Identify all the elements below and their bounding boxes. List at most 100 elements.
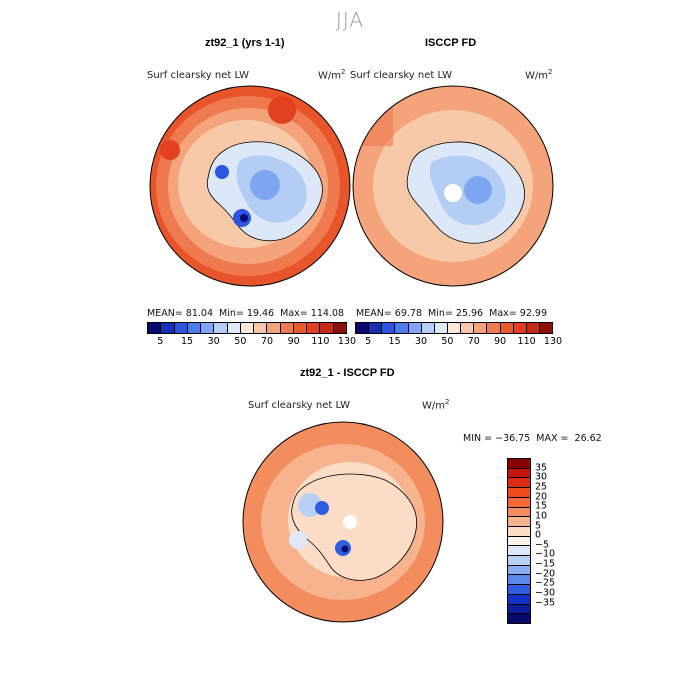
colorbar-swatch xyxy=(382,323,396,333)
colorbar-tick-label: 15 xyxy=(180,336,194,347)
panel1-colorbar xyxy=(147,322,347,334)
colorbar-swatch xyxy=(254,323,268,333)
colorbar-swatch xyxy=(461,323,475,333)
panel3-variable: Surf clearsky net LW xyxy=(248,400,351,411)
colorbar-swatch xyxy=(434,323,448,333)
colorbar-swatch xyxy=(508,594,530,605)
colorbar-swatch xyxy=(369,323,383,333)
colorbar-swatch xyxy=(447,323,462,333)
colorbar-swatch xyxy=(320,323,334,333)
colorbar-swatch xyxy=(307,323,321,333)
colorbar-tick-label: 130 xyxy=(337,336,357,347)
colorbar-tick-label: 70 xyxy=(260,336,274,347)
colorbar-tick-label: 35 xyxy=(535,462,548,474)
colorbar-swatch xyxy=(508,546,530,557)
panel2-stats: MEAN= 69.78 Min= 25.96 Max= 92.99 xyxy=(356,308,547,319)
panel3-units: W/m2 xyxy=(422,398,450,412)
colorbar-swatch xyxy=(333,323,346,333)
map-model xyxy=(150,86,350,286)
colorbar-tick-label: 30 xyxy=(535,471,548,483)
colorbar-swatch xyxy=(508,536,530,547)
colorbar-swatch xyxy=(161,323,175,333)
colorbar-tick-label: 90 xyxy=(494,336,507,347)
colorbar-swatch xyxy=(508,604,530,615)
colorbar-swatch xyxy=(508,526,530,537)
colorbar-tick-label: 70 xyxy=(467,336,480,347)
colorbar-tick-label: −15 xyxy=(535,558,556,570)
panel3-minmax: MIN = −36.75 MAX = 26.62 xyxy=(463,433,602,444)
panel2-colorbar xyxy=(355,322,553,334)
colorbar-swatch xyxy=(280,323,294,333)
colorbar-swatch xyxy=(508,575,530,586)
colorbar-tick-label: 5 xyxy=(157,336,164,347)
colorbar-swatch xyxy=(508,517,530,527)
colorbar-tick-label: 10 xyxy=(535,510,548,522)
colorbar-tick-label: 50 xyxy=(234,336,247,347)
colorbar-tick-label: 30 xyxy=(414,336,428,347)
colorbar-tick-label: 5 xyxy=(365,336,372,347)
colorbar-swatch xyxy=(508,459,530,469)
colorbar-tick-label: 0 xyxy=(535,529,542,541)
colorbar-tick-label: −25 xyxy=(535,577,556,589)
panel2-colorbar-ticks: 5 15 30 50 70 90 110 130 xyxy=(355,336,562,350)
diff-colorbar-ticks: 35 30 25 20 15 10 5 0 −5 −10 −15 −20 −25 −30 −35 xyxy=(535,458,575,624)
colorbar-swatch xyxy=(508,497,530,508)
colorbar-tick-label: −20 xyxy=(535,568,556,580)
panel2-variable: Surf clearsky net LW xyxy=(350,70,453,81)
panel2-units: W/m2 xyxy=(525,68,553,82)
colorbar-swatch xyxy=(214,323,228,333)
colorbar-swatch xyxy=(474,323,488,333)
colorbar-swatch xyxy=(240,323,255,333)
colorbar-tick-label: −30 xyxy=(535,587,556,599)
panel1-title: zt92_1 (yrs 1-1) xyxy=(205,37,285,49)
colorbar-swatch xyxy=(148,323,162,333)
colorbar-tick-label: 110 xyxy=(517,336,536,347)
colorbar-tick-label: 5 xyxy=(535,520,542,532)
colorbar-swatch xyxy=(508,507,530,518)
colorbar-tick-label: 30 xyxy=(207,336,220,347)
colorbar-tick-label: −5 xyxy=(535,539,550,551)
panel1-colorbar-ticks: 5 15 30 50 70 90 110 130 xyxy=(147,336,356,350)
colorbar-tick-label: 20 xyxy=(535,491,548,503)
panel1-units: W/m2 xyxy=(318,68,346,82)
colorbar-swatch xyxy=(395,323,409,333)
colorbar-tick-label: 110 xyxy=(311,336,330,347)
colorbar-swatch xyxy=(408,323,422,333)
colorbar-tick-label: 130 xyxy=(543,336,563,347)
colorbar-swatch xyxy=(487,323,501,333)
diff-colorbar xyxy=(507,458,531,624)
map-diff-border xyxy=(242,421,444,623)
map-diff xyxy=(243,422,443,622)
colorbar-tick-label: 15 xyxy=(388,336,401,347)
colorbar-swatch xyxy=(508,468,530,479)
panel1-variable: Surf clearsky net LW xyxy=(147,70,250,81)
colorbar-swatch xyxy=(227,323,241,333)
colorbar-swatch xyxy=(508,614,530,623)
colorbar-tick-label: 15 xyxy=(535,500,548,512)
colorbar-swatch xyxy=(174,323,188,333)
colorbar-swatch xyxy=(508,565,530,576)
map-obs-border xyxy=(352,85,554,287)
colorbar-tick-label: 25 xyxy=(535,481,548,493)
colorbar-swatch xyxy=(526,323,540,333)
colorbar-swatch xyxy=(508,556,530,566)
colorbar-swatch xyxy=(513,323,527,333)
colorbar-tick-label: −35 xyxy=(535,597,556,609)
colorbar-swatch xyxy=(508,478,530,489)
colorbar-swatch xyxy=(356,323,370,333)
colorbar-swatch xyxy=(267,323,281,333)
colorbar-swatch xyxy=(500,323,514,333)
colorbar-swatch xyxy=(293,323,308,333)
season-title: JJA xyxy=(335,8,365,32)
colorbar-swatch xyxy=(539,323,553,333)
map-obs xyxy=(353,86,553,286)
colorbar-swatch xyxy=(421,323,435,333)
colorbar-swatch xyxy=(508,585,530,595)
panel3-title: zt92_1 - ISCCP FD xyxy=(300,367,395,379)
colorbar-swatch xyxy=(508,488,530,498)
colorbar-tick-label: −10 xyxy=(535,548,556,560)
map-model-border xyxy=(149,85,351,287)
colorbar-tick-label: 50 xyxy=(441,336,454,347)
panel2-title: ISCCP FD xyxy=(425,37,477,49)
